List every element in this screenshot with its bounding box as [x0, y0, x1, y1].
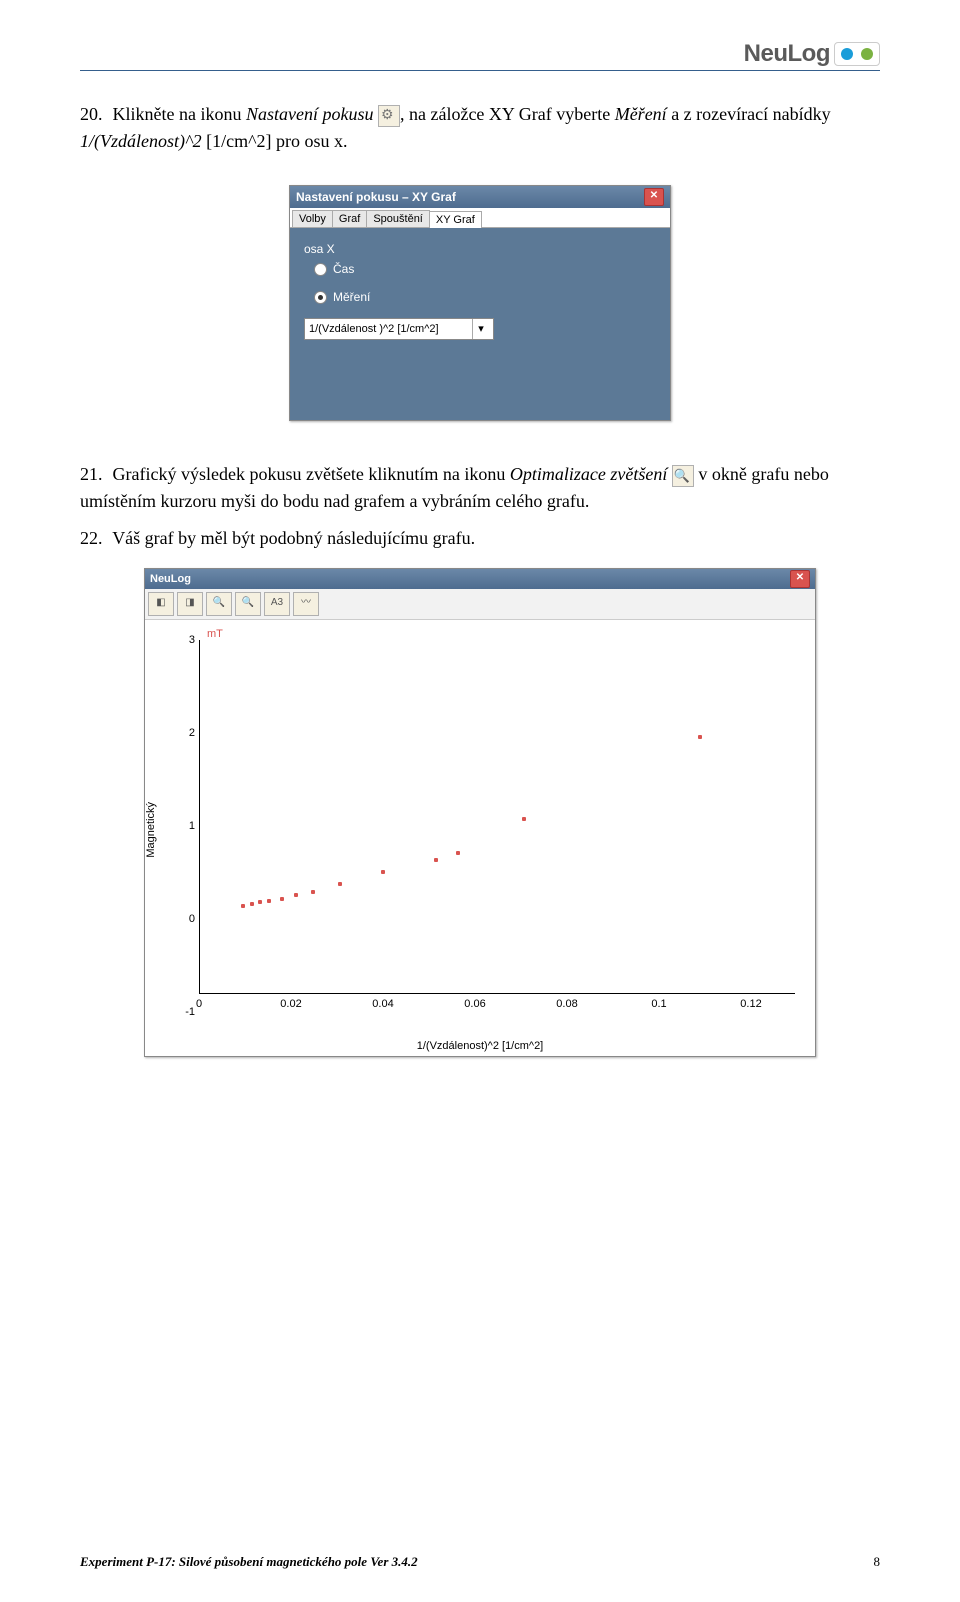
step-number: 20.	[80, 101, 108, 128]
y-axis-label: Magnetický	[145, 798, 157, 862]
y-tick: -1	[161, 1006, 195, 1018]
close-icon[interactable]: ✕	[790, 570, 810, 588]
settings-icon	[378, 105, 400, 127]
zoom-optimize-icon	[672, 465, 694, 487]
dialog-tabs: VolbyGrafSpouštěníXY Graf	[290, 208, 670, 228]
toolbar-btn-3[interactable]: 🔍	[235, 592, 261, 616]
data-point	[698, 735, 702, 739]
data-point	[294, 893, 298, 897]
x-tick: 0.02	[280, 998, 301, 1010]
plot-area: Magnetický mT 3210-100.020.040.060.080.1…	[145, 620, 815, 1040]
graph-toolbar: ◧◨🔍🔍A3〰	[145, 589, 815, 620]
osa-x-label: osa X	[304, 242, 656, 256]
radio-icon[interactable]	[314, 291, 327, 304]
step-20: 20. Klikněte na ikonu Nastavení pokusu ,…	[80, 101, 880, 155]
settings-dialog: Nastavení pokusu – XY Graf ✕ VolbyGrafSp…	[289, 185, 671, 421]
xy-graf-tab-body: osa X Čas Měření 1/(Vzdálenost )^2 [1/cm^…	[290, 228, 670, 420]
page-footer: Experiment P-17: Silové působení magneti…	[80, 1554, 880, 1570]
toolbar-btn-0[interactable]: ◧	[148, 592, 174, 616]
brand-logo: NeuLog	[744, 40, 880, 68]
y-tick: 0	[161, 913, 195, 925]
data-point	[241, 904, 245, 908]
data-point	[381, 870, 385, 874]
tab-graf[interactable]: Graf	[332, 210, 367, 227]
y-tick: 1	[161, 820, 195, 832]
brand-icon	[834, 42, 880, 66]
radio-měření[interactable]: Měření	[314, 290, 656, 304]
toolbar-btn-2[interactable]: 🔍	[206, 592, 232, 616]
x-tick: 0.04	[372, 998, 393, 1010]
data-point	[311, 890, 315, 894]
page-header: NeuLog	[80, 40, 880, 71]
chevron-down-icon[interactable]: ▾	[472, 319, 489, 339]
measurement-select[interactable]: 1/(Vzdálenost )^2 [1/cm^2] ▾	[304, 318, 494, 340]
close-icon[interactable]: ✕	[644, 188, 664, 206]
page-number: 8	[874, 1554, 881, 1570]
x-axis-label: 1/(Vzdálenost)^2 [1/cm^2]	[145, 1040, 815, 1056]
brand-name: NeuLog	[744, 40, 830, 68]
step-number: 21.	[80, 461, 108, 488]
y-tick: 2	[161, 727, 195, 739]
data-point	[522, 817, 526, 821]
graph-titlebar: NeuLog ✕	[145, 569, 815, 589]
select-value: 1/(Vzdálenost )^2 [1/cm^2]	[309, 319, 439, 339]
radio-čas[interactable]: Čas	[314, 262, 656, 276]
footer-left: Experiment P-17: Silové působení magneti…	[80, 1554, 418, 1570]
plot-axes	[199, 640, 795, 994]
x-tick: 0	[196, 998, 202, 1010]
app-title: NeuLog	[150, 573, 191, 585]
radio-label: Čas	[333, 262, 354, 276]
step-number: 22.	[80, 525, 108, 552]
data-point	[338, 882, 342, 886]
data-point	[434, 858, 438, 862]
y-tick: 3	[161, 634, 195, 646]
tab-spouštění[interactable]: Spouštění	[366, 210, 430, 227]
data-point	[250, 902, 254, 906]
x-tick: 0.08	[556, 998, 577, 1010]
toolbar-btn-1[interactable]: ◨	[177, 592, 203, 616]
toolbar-btn-4[interactable]: A3	[264, 592, 290, 616]
step-21: 21. Grafický výsledek pokusu zvětšete kl…	[80, 461, 880, 515]
dialog-title-text: Nastavení pokusu – XY Graf	[296, 190, 456, 204]
data-point	[280, 897, 284, 901]
x-tick: 0.12	[740, 998, 761, 1010]
data-point	[456, 851, 460, 855]
neulog-graph-window: NeuLog ✕ ◧◨🔍🔍A3〰 Magnetický mT 3210-100.…	[144, 568, 816, 1057]
tab-xy-graf[interactable]: XY Graf	[429, 211, 482, 228]
dialog-titlebar: Nastavení pokusu – XY Graf ✕	[290, 186, 670, 208]
data-point	[267, 899, 271, 903]
x-tick: 0.1	[651, 998, 666, 1010]
step-22: 22. Váš graf by měl být podobný následuj…	[80, 525, 880, 552]
toolbar-btn-5[interactable]: 〰	[293, 592, 319, 616]
radio-icon[interactable]	[314, 263, 327, 276]
y-unit-label: mT	[207, 628, 223, 640]
radio-label: Měření	[333, 290, 370, 304]
tab-volby[interactable]: Volby	[292, 210, 333, 227]
x-tick: 0.06	[464, 998, 485, 1010]
